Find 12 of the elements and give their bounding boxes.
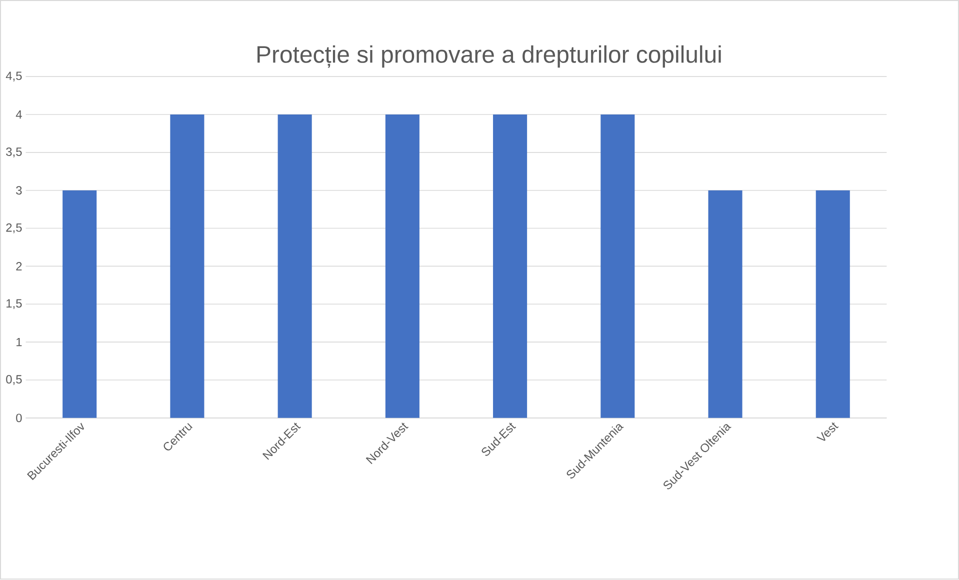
y-tick-label: 2,5 [6, 224, 22, 234]
y-tick-label: 0 [16, 414, 22, 422]
y-tick-label: 3,5 [6, 148, 22, 158]
y-tick-label: 1 [16, 338, 22, 346]
x-tick-label: Vest [816, 422, 839, 442]
chart-title: Protecție si promovare a drepturilor copilului [258, 46, 721, 68]
y-tick-label: 4,5 [6, 72, 22, 82]
y-tick-label: 1,5 [6, 299, 22, 310]
y-tick-label: 2 [16, 262, 22, 271]
y-tick-label: 4 [16, 110, 22, 119]
y-tick-label: 0,5 [6, 375, 22, 386]
y-tick-label: 3 [16, 186, 22, 195]
